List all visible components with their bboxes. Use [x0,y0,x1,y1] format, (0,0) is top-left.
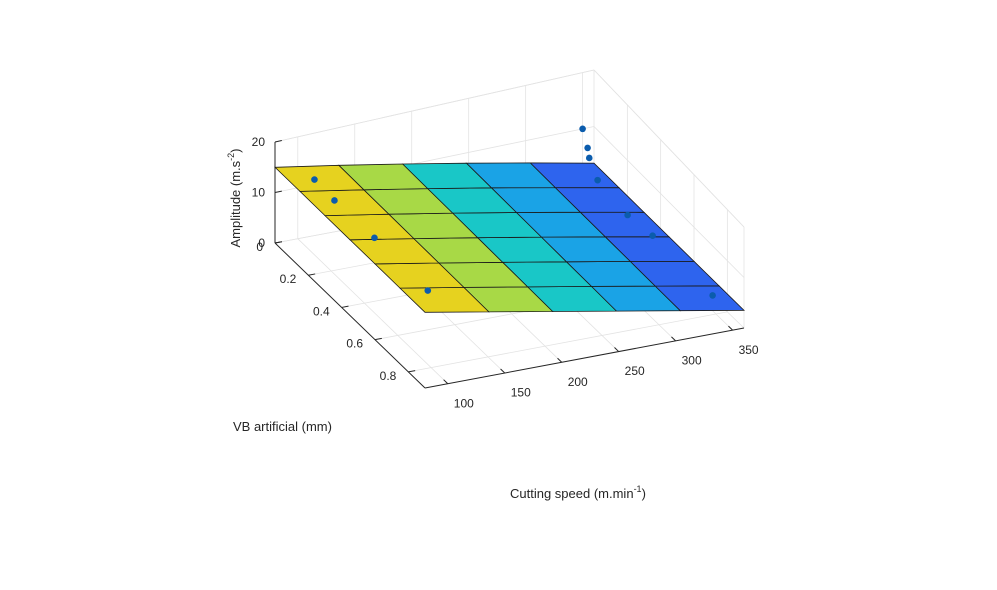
tick-labels: 100 150 200 250 300 350 0 0.2 0.4 0.6 0.8 0 10 20 [252,135,759,410]
x-tick-mark [614,347,620,352]
data-point [371,234,378,242]
data-points [311,125,716,299]
y-axis-label: VB artificial (mm) [233,419,332,434]
x-axis-line [424,327,745,389]
box-edge [593,69,745,228]
z-tick-mark [274,241,282,244]
z-tick-label: 0 [258,236,265,250]
data-point [649,232,656,239]
x-tick-mark [671,336,676,342]
x-tick-mark [500,368,506,374]
y-tick-mark [374,337,382,341]
data-point [311,176,318,183]
data-point [594,176,601,184]
x-axis-label: Cutting speed (m.min-1) [510,484,646,501]
grid-line [297,238,449,385]
y-tick-label: 0 [256,240,263,254]
y-axis-line [274,242,426,389]
x-tick-mark [728,325,733,331]
data-point [585,154,593,162]
box-edge [274,69,595,143]
y-tick-label: 0.2 [280,272,297,286]
data-point [331,197,338,204]
x-tick-label: 250 [625,364,645,378]
y-tick-label: 0.8 [380,369,397,383]
y-tick-mark [308,273,316,276]
data-point [709,292,716,299]
x-tick-label: 100 [454,396,474,410]
surface-patch [274,164,365,192]
y-tick-mark [408,370,416,373]
z-tick-label: 20 [252,135,266,149]
y-tick-label: 0.6 [346,337,363,351]
y-tick-mark [341,305,349,308]
data-point [579,125,586,133]
z-tick-mark [274,139,282,143]
data-point [624,211,631,219]
data-point [584,144,591,152]
x-tick-mark [557,357,563,363]
z-tick-mark [274,190,282,193]
grid-line [408,311,728,373]
data-point [424,287,432,294]
grid-line [593,126,745,278]
x-tick-label: 350 [739,343,759,357]
y-tick-label: 0.4 [313,304,330,318]
x-tick-label: 300 [682,354,702,368]
chart-axes [274,139,745,389]
surface-mesh [274,162,745,313]
z-tick-label: 10 [252,186,266,200]
z-axis-label: Amplitude (m.s-2) [226,148,243,247]
x-tick-mark [443,379,449,385]
x-tick-label: 150 [511,386,531,400]
x-tick-label: 200 [568,375,588,389]
